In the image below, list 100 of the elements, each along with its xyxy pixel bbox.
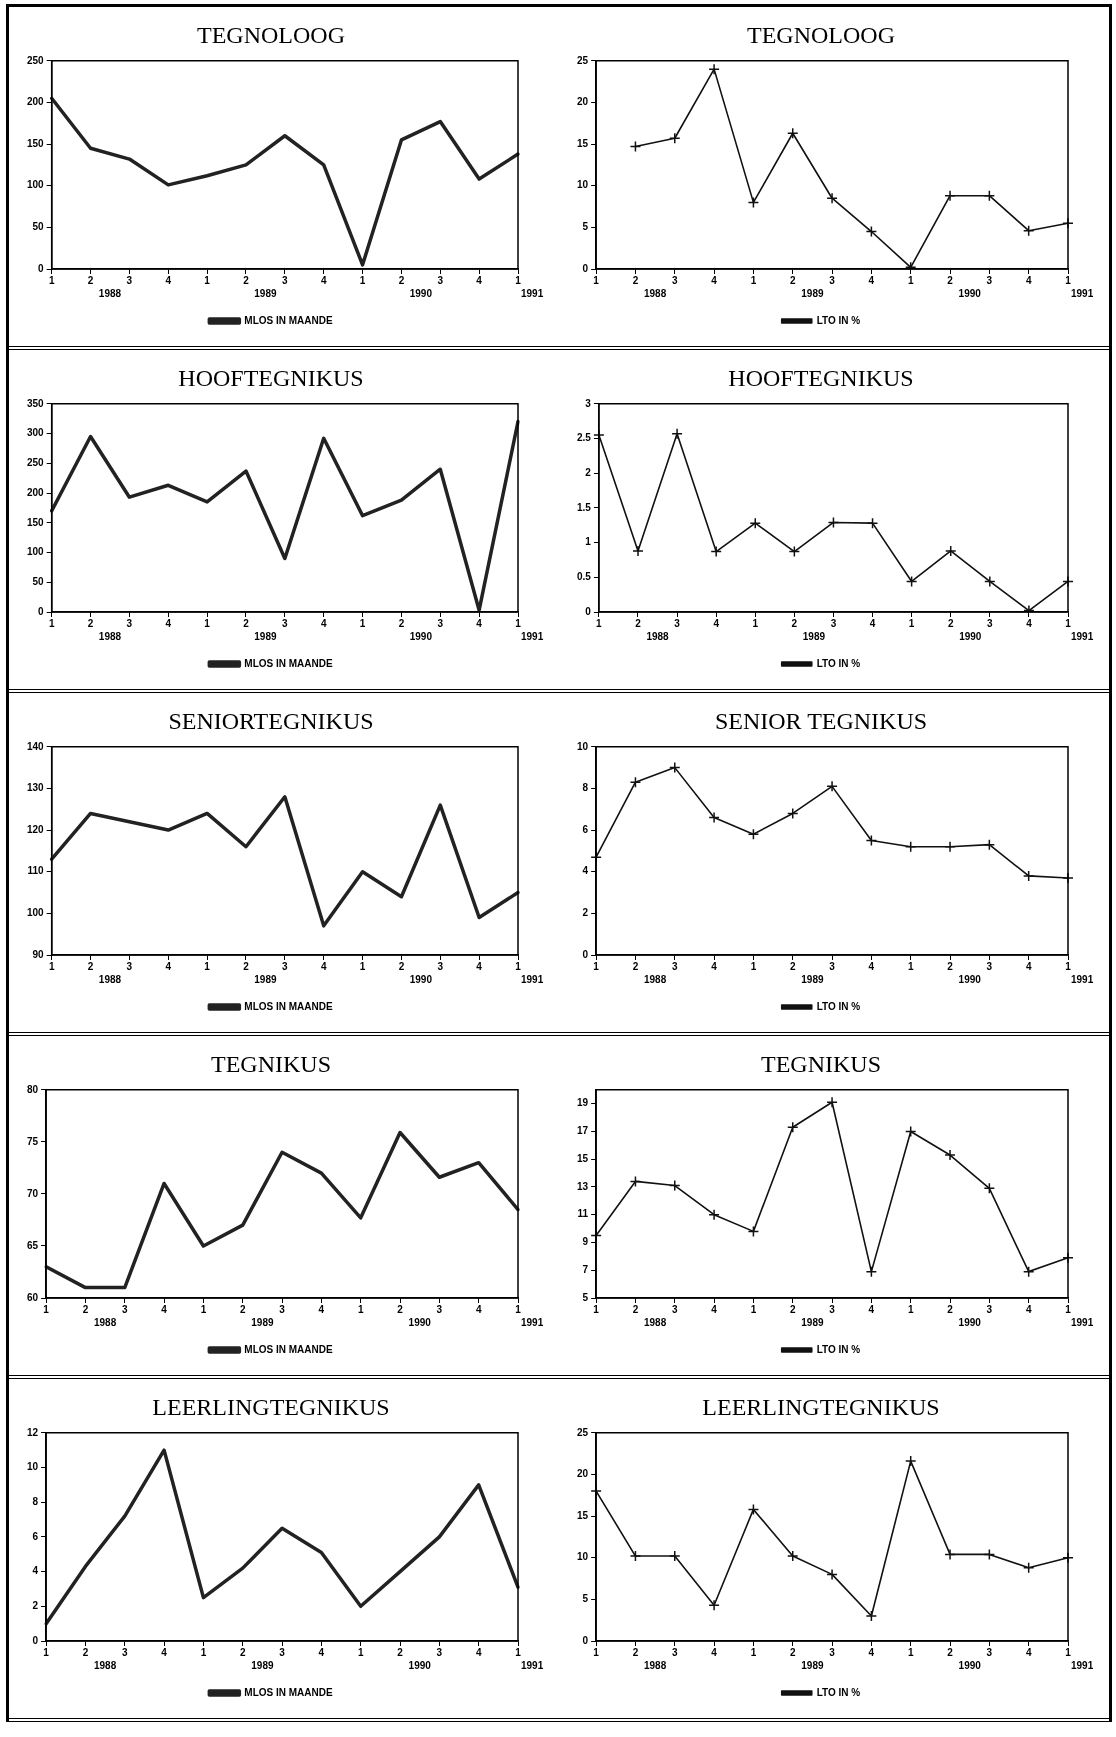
text: 1989 xyxy=(801,1659,824,1671)
x-tick-label: 4 xyxy=(711,1303,718,1315)
x-tick-label: 4 xyxy=(320,274,327,286)
y-tick-label: 0 xyxy=(582,948,589,960)
x-tick-label: 3 xyxy=(674,617,681,629)
x-tick-label: 1 xyxy=(907,1303,914,1315)
x-tick-label: 1 xyxy=(593,1303,600,1315)
text: 1989 xyxy=(251,1316,274,1328)
y-tick-label: 15 xyxy=(577,1152,589,1164)
x-tick-label: 4 xyxy=(868,1303,875,1315)
x-tick-label: 1 xyxy=(750,274,757,286)
x-tick-label: 1 xyxy=(200,1646,207,1658)
point xyxy=(827,516,840,528)
text: 1991 xyxy=(1071,287,1094,299)
x-tick-label: 1 xyxy=(752,617,759,629)
y-tick-label: 0 xyxy=(38,605,45,617)
x-tick-label: 3 xyxy=(282,960,289,972)
y-tick-label: 0.5 xyxy=(577,570,592,582)
x-tick-label: 2 xyxy=(398,960,405,972)
x-tick-label: 4 xyxy=(161,1646,168,1658)
x-tick-label: 4 xyxy=(1025,1303,1032,1315)
x-tick-label: 4 xyxy=(476,274,483,286)
x-tick-label: 2 xyxy=(789,960,796,972)
chart-title: TEGNIKUS xyxy=(211,1050,331,1077)
x-tick-label: 1 xyxy=(907,274,914,286)
x-tick-label: 4 xyxy=(165,274,172,286)
x-tick-label: 2 xyxy=(947,274,954,286)
text: 1991 xyxy=(521,1659,544,1671)
x-tick-label: 4 xyxy=(320,617,327,629)
x-tick-label: 4 xyxy=(318,1646,325,1658)
text: 1989 xyxy=(254,630,277,642)
x-tick-label: 2 xyxy=(632,1646,639,1658)
y-tick-label: 100 xyxy=(27,906,45,918)
point xyxy=(1022,224,1035,236)
text: 1991 xyxy=(1071,973,1094,985)
text: 1989 xyxy=(251,1659,274,1671)
x-tick-label: 1 xyxy=(907,1646,914,1658)
y-tick-label: 140 xyxy=(27,740,45,752)
y-tick-label: 10 xyxy=(27,1460,39,1472)
y-tick-label: 150 xyxy=(27,137,45,149)
text: 1988 xyxy=(93,1659,117,1671)
x-tick-label: 2 xyxy=(87,617,94,629)
y-tick-label: 5 xyxy=(582,1291,589,1303)
x-tick-label: 4 xyxy=(868,274,875,286)
x-tick-label: 2 xyxy=(82,1303,89,1315)
y-tick-label: 2 xyxy=(582,906,589,918)
x-tick-label: 3 xyxy=(671,1303,678,1315)
x-tick-label: 4 xyxy=(165,617,172,629)
x-tick-label: 2 xyxy=(947,1303,954,1315)
x-tick-label: 4 xyxy=(868,960,875,972)
x-tick-label: 1 xyxy=(593,1646,600,1658)
x-tick-label: 1 xyxy=(357,1646,364,1658)
point xyxy=(904,1125,917,1137)
chart-title: LEERLINGTEGNIKUS xyxy=(152,1393,390,1420)
x-tick-label: 4 xyxy=(711,274,718,286)
y-tick-label: 100 xyxy=(27,178,45,190)
x-tick-label: 3 xyxy=(436,1646,443,1658)
y-tick-label: 15 xyxy=(577,1509,589,1521)
chart-title: TEGNOLOOG xyxy=(747,21,895,48)
y-tick-label: 100 xyxy=(27,545,45,557)
x-tick-label: 1 xyxy=(1065,274,1072,286)
x-tick-label: 2 xyxy=(632,1303,639,1315)
y-tick-label: 8 xyxy=(582,781,589,793)
x-tick-label: 2 xyxy=(789,1646,796,1658)
x-tick-label: 1 xyxy=(359,617,366,629)
point xyxy=(983,189,996,201)
y-tick-label: 6 xyxy=(32,1530,39,1542)
x-tick-label: 4 xyxy=(165,960,172,972)
point xyxy=(629,140,642,152)
legend-label: LTO IN % xyxy=(816,1686,861,1698)
text: 1990 xyxy=(409,287,433,299)
text: 1990 xyxy=(958,287,982,299)
y-tick-label: 12 xyxy=(27,1426,39,1438)
text: 1988 xyxy=(98,630,122,642)
text: 1989 xyxy=(801,287,824,299)
point xyxy=(708,811,720,823)
point xyxy=(826,1096,838,1108)
x-tick-label: 3 xyxy=(282,617,289,629)
x-tick-label: 1 xyxy=(515,1303,522,1315)
y-tick-label: 0 xyxy=(582,1634,589,1646)
point xyxy=(788,545,801,557)
x-tick-label: 3 xyxy=(279,1303,286,1315)
x-tick-label: 4 xyxy=(320,960,327,972)
y-tick-label: 9 xyxy=(582,1235,589,1247)
x-tick-label: 4 xyxy=(475,1303,482,1315)
y-tick-label: 1 xyxy=(585,535,592,547)
x-tick-label: 2 xyxy=(239,1646,246,1658)
text: 1988 xyxy=(643,973,667,985)
x-tick-label: 2 xyxy=(239,1303,246,1315)
chart-title: HOOFTEGNIKUS xyxy=(728,364,914,391)
point xyxy=(1022,1561,1035,1573)
y-tick-label: 70 xyxy=(27,1187,39,1199)
x-tick-label: 2 xyxy=(947,1646,954,1658)
y-tick-label: 4 xyxy=(582,864,589,876)
text: 1988 xyxy=(643,287,667,299)
x-tick-label: 4 xyxy=(1025,1646,1032,1658)
point xyxy=(944,189,956,201)
x-tick-label: 4 xyxy=(713,617,720,629)
y-tick-label: 75 xyxy=(27,1135,39,1147)
y-tick-label: 0 xyxy=(38,262,45,274)
